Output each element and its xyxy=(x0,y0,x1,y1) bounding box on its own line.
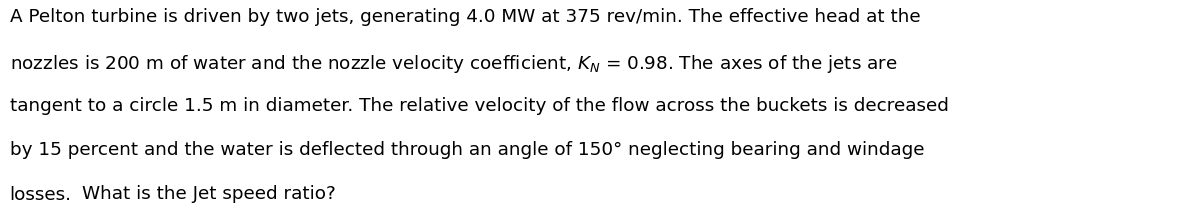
Text: losses.: losses. xyxy=(10,186,72,204)
Text: tangent to a circle 1.5 m in diameter. The relative velocity of the flow across : tangent to a circle 1.5 m in diameter. T… xyxy=(10,97,948,115)
Text: What is the Jet speed ratio?: What is the Jet speed ratio? xyxy=(82,185,335,203)
Text: A Pelton turbine is driven by two jets, generating 4.0 MW at 375 rev/min. The ef: A Pelton turbine is driven by two jets, … xyxy=(10,8,920,26)
Text: nozzles is 200 m of water and the nozzle velocity coefficient, $K_N$ = 0.98. The: nozzles is 200 m of water and the nozzle… xyxy=(10,53,898,75)
Text: by 15 percent and the water is deflected through an angle of 150° neglecting bea: by 15 percent and the water is deflected… xyxy=(10,141,924,159)
